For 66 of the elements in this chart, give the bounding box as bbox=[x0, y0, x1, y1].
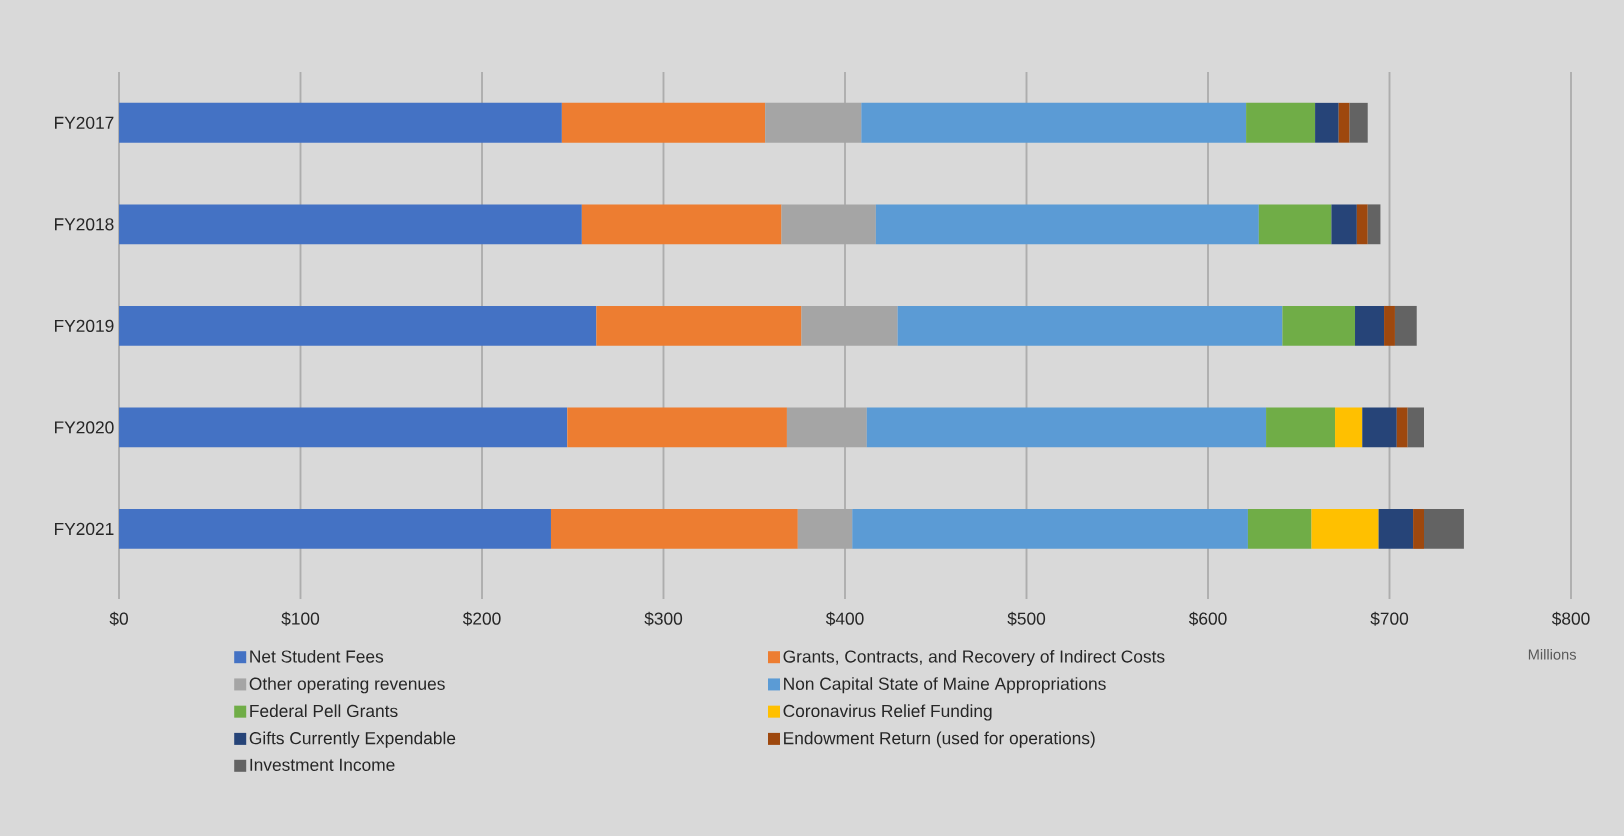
legend-label: Gifts Currently Expendable bbox=[249, 731, 456, 748]
bar bbox=[1384, 305, 1395, 346]
bar bbox=[119, 509, 551, 549]
bar bbox=[1246, 102, 1316, 143]
legend-label: Coronavirus Relief Funding bbox=[783, 704, 992, 721]
bar bbox=[119, 305, 597, 346]
bar bbox=[1367, 204, 1381, 245]
bar bbox=[1396, 407, 1408, 448]
bar bbox=[781, 204, 876, 245]
bar bbox=[1311, 509, 1379, 549]
bar bbox=[119, 204, 582, 245]
bar bbox=[1413, 509, 1424, 549]
x-tick-label: $800 bbox=[1551, 611, 1590, 626]
x-tick-label: $100 bbox=[281, 611, 320, 626]
x-tick-label: $600 bbox=[1188, 611, 1227, 626]
bar bbox=[875, 204, 1259, 245]
bar bbox=[861, 102, 1247, 143]
bar bbox=[119, 407, 568, 448]
legend-label: Federal Pell Grants bbox=[250, 704, 398, 718]
bar bbox=[1355, 305, 1385, 346]
x-tick-label: $300 bbox=[644, 611, 683, 626]
bar bbox=[596, 305, 802, 346]
bar bbox=[1362, 407, 1397, 448]
x-tick-label: $700 bbox=[1370, 611, 1409, 626]
bar bbox=[567, 407, 787, 448]
bar bbox=[1247, 509, 1312, 549]
bar bbox=[1331, 204, 1357, 245]
legend-label: Investment Income bbox=[250, 758, 395, 771]
bar bbox=[119, 102, 562, 143]
y-tick-label: FY2018 bbox=[55, 218, 114, 231]
bar bbox=[581, 204, 782, 245]
x-tick-label: $200 bbox=[462, 611, 501, 626]
bar bbox=[1266, 407, 1336, 448]
bar bbox=[561, 102, 766, 143]
bar bbox=[1282, 305, 1356, 346]
legend-label: Grants, Contracts, and Recovery of Indirect Costs bbox=[783, 649, 1165, 667]
x-tick-label: $400 bbox=[825, 611, 864, 626]
y-tick-label: FY2017 bbox=[55, 116, 114, 129]
bar bbox=[1394, 305, 1417, 346]
x-tick-label: $500 bbox=[1007, 611, 1046, 626]
bar bbox=[801, 305, 898, 346]
bar bbox=[765, 102, 862, 143]
legend-label: Other operating revenues bbox=[249, 677, 445, 694]
bar bbox=[866, 407, 1267, 448]
bar bbox=[1315, 102, 1339, 143]
x-axis-title: Millions bbox=[1528, 648, 1577, 660]
bar bbox=[1407, 407, 1424, 448]
bar bbox=[550, 509, 798, 549]
bar bbox=[797, 509, 853, 549]
x-tick-label: $0 bbox=[109, 611, 128, 626]
y-tick-label: FY2020 bbox=[55, 421, 114, 434]
bar bbox=[1378, 509, 1414, 549]
y-tick-label: FY2021 bbox=[55, 522, 114, 536]
bar bbox=[1258, 204, 1332, 245]
legend-label: Net Student Fees bbox=[250, 649, 384, 663]
bar bbox=[1356, 204, 1368, 245]
bar bbox=[897, 305, 1283, 346]
legend-label: Non Capital State of Maine Appropriations bbox=[784, 677, 1106, 694]
y-tick-label: FY2019 bbox=[55, 319, 114, 332]
bar bbox=[1335, 407, 1363, 448]
bar bbox=[786, 407, 867, 448]
bar bbox=[1349, 102, 1368, 143]
bar bbox=[1338, 102, 1350, 143]
bar bbox=[1423, 509, 1464, 549]
bar bbox=[852, 509, 1248, 549]
legend-label: Endowment Return (used for operations) bbox=[784, 731, 1095, 748]
